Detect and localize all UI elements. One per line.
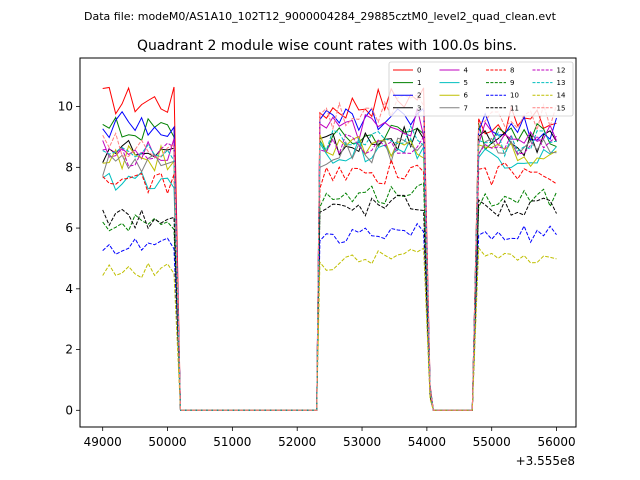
legend-label-5: 5 xyxy=(464,79,468,87)
legend-label-6: 6 xyxy=(464,92,469,100)
series-line-14 xyxy=(102,246,557,411)
legend-label-8: 8 xyxy=(510,67,514,75)
series-line-10 xyxy=(102,222,557,411)
legend-label-7: 7 xyxy=(464,104,468,112)
legend-label-14: 14 xyxy=(557,92,566,100)
y-tick-label-4: 4 xyxy=(65,282,73,296)
series-line-1 xyxy=(102,116,557,411)
y-tick-label-6: 6 xyxy=(65,221,73,235)
series-line-7 xyxy=(102,137,557,411)
legend-label-12: 12 xyxy=(557,67,566,75)
series-line-8 xyxy=(102,158,557,411)
series-line-9 xyxy=(102,182,557,411)
y-tick-label-0: 0 xyxy=(65,403,73,417)
x-axis: 49000 50000 51000 52000 53000 54000 55000 56000 xyxy=(84,427,576,449)
series-line-11 xyxy=(102,194,557,411)
legend-label-4: 4 xyxy=(464,67,469,75)
series-line-5 xyxy=(102,137,557,411)
legend-box xyxy=(388,61,574,117)
series-layer xyxy=(102,86,557,411)
y-tick-label-10: 10 xyxy=(58,100,73,114)
series-line-3 xyxy=(102,125,557,411)
series-line-2 xyxy=(102,107,557,411)
legend-label-13: 13 xyxy=(557,79,566,87)
y-tick-label-2: 2 xyxy=(65,343,73,357)
x-tick-label-56000: 56000 xyxy=(537,435,575,449)
x-tick-label-55000: 55000 xyxy=(473,435,511,449)
series-line-13 xyxy=(102,125,557,411)
series-line-15 xyxy=(102,94,557,411)
plot-area xyxy=(79,57,577,428)
x-tick-label-50000: 50000 xyxy=(148,435,186,449)
axes-background xyxy=(80,58,576,427)
x-tick-label-49000: 49000 xyxy=(84,435,122,449)
axes-frame xyxy=(79,57,577,428)
x-tick-label-51000: 51000 xyxy=(213,435,251,449)
legend-label-2: 2 xyxy=(417,92,421,100)
chart-title: Quadrant 2 module wise count rates with … xyxy=(137,38,517,54)
series-line-0 xyxy=(102,86,557,411)
x-tick-label-52000: 52000 xyxy=(278,435,316,449)
y-tick-label-8: 8 xyxy=(65,160,73,174)
legend-label-1: 1 xyxy=(417,79,421,87)
legend-label-3: 3 xyxy=(417,104,421,112)
series-line-12 xyxy=(102,133,557,411)
series-line-6 xyxy=(102,134,557,411)
legend-label-9: 9 xyxy=(510,79,514,87)
legend-label-10: 10 xyxy=(510,92,519,100)
legend-label-11: 11 xyxy=(510,104,519,112)
x-offset-label: +3.555e8 xyxy=(516,454,575,468)
x-tick-label-54000: 54000 xyxy=(408,435,446,449)
y-axis: 0 2 4 6 8 10 xyxy=(58,100,80,417)
legend-label-15: 15 xyxy=(557,104,566,112)
x-tick-label-53000: 53000 xyxy=(343,435,381,449)
legend-label-0: 0 xyxy=(417,67,421,75)
suptitle: Data file: modeM0/AS1A10_102T12_90000042… xyxy=(84,10,557,23)
